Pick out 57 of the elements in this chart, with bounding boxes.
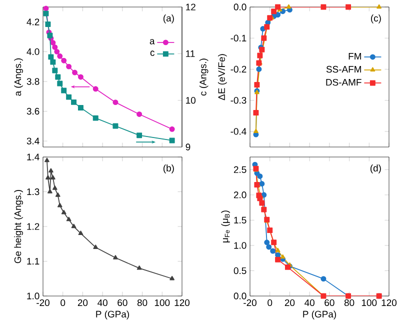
y2-tick-label: 12 <box>186 4 196 10</box>
x-tick-label: 80 <box>137 299 148 306</box>
x-tick-label: 80 <box>344 299 354 306</box>
y-tick-label: -0.1 <box>230 34 246 42</box>
y-tick-label: 0.5 <box>234 267 246 274</box>
y-tick-label: 0.0 <box>234 4 246 10</box>
y-tick-label: 2.5 <box>234 166 246 173</box>
x-tick-label: 60 <box>324 299 334 306</box>
y-tick-label: 4.2 <box>26 18 40 26</box>
y-tick-label: 1.0 <box>234 242 246 249</box>
x-tick-label: 100 <box>154 299 170 306</box>
x-tick-label: 40 <box>98 299 108 306</box>
x-tick-label: 20 <box>78 299 88 306</box>
x-axis-title: P (GPa) <box>303 310 336 320</box>
x-tick-label: 0 <box>268 299 272 306</box>
y-tick-label: 3.4 <box>26 138 40 144</box>
x-tick-label: 60 <box>118 299 128 306</box>
legend-label: c <box>150 50 154 56</box>
y-tick-label: -0.4 <box>230 128 246 135</box>
legend-label: SS-AFM <box>326 66 361 73</box>
y-tick-label: -0.2 <box>230 66 246 73</box>
y-tick-label: 0.0 <box>234 292 246 300</box>
y-tick-label: 1.4 <box>27 154 40 160</box>
annotation: (d) <box>370 164 381 174</box>
x-tick-label: -20 <box>36 299 50 306</box>
x-tick-label: 0 <box>60 299 66 306</box>
y2-tick-label: 9 <box>186 144 190 150</box>
y2-tick-label: 11 <box>186 50 195 57</box>
y2-axis-title: c (Angs.) <box>199 58 208 96</box>
y-tick-label: 3.6 <box>26 108 40 115</box>
y-tick-label: 2.0 <box>234 192 246 198</box>
y-axis-title: Ge height (Angs.) <box>14 190 23 264</box>
y-tick-label: 1.3 <box>27 188 40 196</box>
y-tick-label: 1.0 <box>27 292 40 300</box>
annotation: (b) <box>164 164 174 174</box>
x-tick-label: 20 <box>284 299 295 306</box>
x-axis-title: P (GPa) <box>96 310 129 320</box>
y-tick-label: 1.1 <box>27 258 40 265</box>
y2-tick-label: 10 <box>186 96 196 104</box>
y-axis-title: a (Angs.) <box>14 58 23 96</box>
x-tick-label: 120 <box>174 299 190 306</box>
legend-label: DS-AMF <box>326 78 362 86</box>
annotation: (c) <box>371 14 381 24</box>
x-tick-label: -20 <box>244 299 256 306</box>
x-tick-label: 100 <box>362 299 377 306</box>
legend-label: FM <box>348 53 361 60</box>
x-tick-label: 40 <box>304 299 314 306</box>
y-tick-label: 1.5 <box>234 216 246 224</box>
y-tick-label: 1.2 <box>27 223 40 230</box>
y-tick-label: 4.0 <box>26 48 40 56</box>
y-tick-label: -0.3 <box>230 96 246 104</box>
y-tick-label: 3.8 <box>26 78 40 85</box>
legend-label: a <box>150 39 155 44</box>
annotation: (a) <box>164 14 174 24</box>
y-axis-title: ΔE (eV/Fe) <box>218 54 227 100</box>
y-axis-title: μ$_{Fe}$ (μ$_{B}$) <box>221 210 230 242</box>
x-tick-label: 120 <box>382 299 397 306</box>
